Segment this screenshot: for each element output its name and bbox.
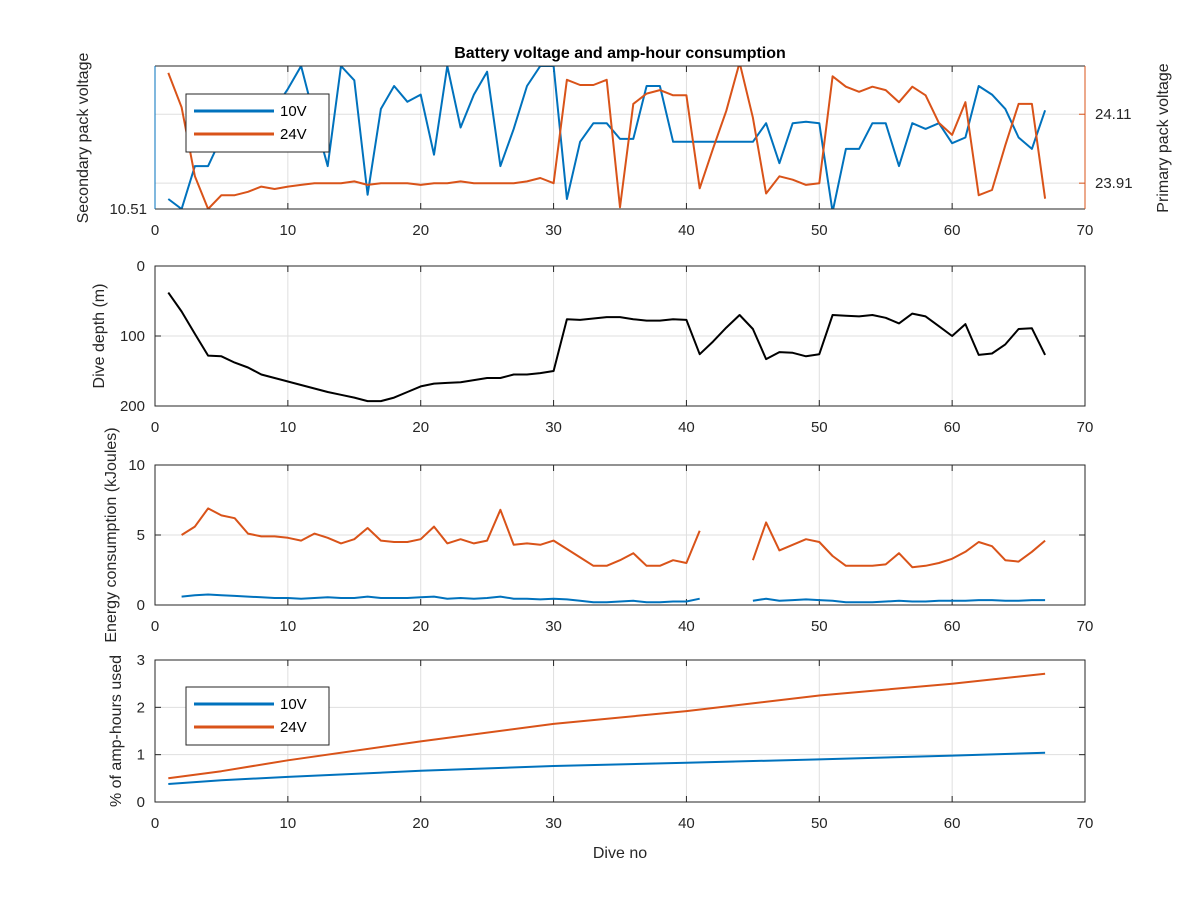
- x-tick-label: 0: [151, 618, 159, 635]
- secondary-voltage-ylabel: Secondary pack voltage: [75, 53, 92, 224]
- x-tick-label: 10: [280, 419, 297, 436]
- legend-entry: 10V: [280, 696, 307, 713]
- voltage-subplot: 0 10 20 30 40 50 60 70 23.91 24.11 10.51 10V 24V: [109, 65, 1133, 239]
- x-tick-label: 20: [412, 222, 429, 239]
- x-tick-label: 40: [678, 419, 695, 436]
- x-tick-label: 70: [1077, 815, 1094, 832]
- x-tick-label: 70: [1077, 419, 1094, 436]
- y-left-tick-label: 10.51: [109, 201, 147, 218]
- y-tick-label: 5: [137, 527, 145, 544]
- x-tick-label: 60: [944, 618, 961, 635]
- series-line-10V: [168, 751, 1046, 785]
- series-line-24V: [168, 672, 1046, 780]
- x-tick-label: 40: [678, 222, 695, 239]
- depth-subplot: 0 10 20 30 40 50 60 70 0 100 200: [120, 258, 1093, 436]
- legend-box: [185, 686, 330, 746]
- chart-title: Battery voltage and amp-hour consumption: [454, 45, 786, 62]
- amphours-subplot: 0 10 20 30 40 50 60 70 0 1 2 3 10V 24V: [137, 652, 1094, 832]
- axes-frame: [154, 659, 1086, 803]
- y-tick-label: 2: [137, 699, 145, 716]
- amphours-ylabel: % of amp-hours used: [108, 655, 125, 807]
- y-tick-label: 3: [137, 652, 145, 669]
- x-tick-label: 10: [280, 222, 297, 239]
- x-tick-label: 30: [545, 618, 562, 635]
- y-tick-label: 0: [137, 597, 145, 614]
- x-tick-label: 60: [944, 222, 961, 239]
- series-line-s1: [181, 593, 1046, 604]
- y-right-tick-label: 23.91: [1095, 175, 1133, 192]
- x-tick-label: 30: [545, 419, 562, 436]
- series-line-s0: [167, 292, 1046, 403]
- legend-entry: 24V: [280, 126, 307, 143]
- x-tick-label: 0: [151, 222, 159, 239]
- x-tick-label: 70: [1077, 222, 1094, 239]
- x-tick-label: 20: [412, 419, 429, 436]
- x-tick-label: 0: [151, 815, 159, 832]
- legend-entry: 24V: [280, 719, 307, 736]
- y-tick-label: 0: [137, 258, 145, 275]
- series-line-s0: [181, 507, 1046, 569]
- x-tick-label: 50: [811, 419, 828, 436]
- energy-ylabel: Energy consumption (kJoules): [103, 427, 120, 642]
- x-tick-label: 10: [280, 815, 297, 832]
- legend-entry: 10V: [280, 103, 307, 120]
- x-tick-label: 40: [678, 618, 695, 635]
- y-tick-label: 200: [120, 398, 145, 415]
- x-tick-label: 30: [545, 222, 562, 239]
- x-tick-label: 30: [545, 815, 562, 832]
- y-tick-label: 100: [120, 328, 145, 345]
- series-line-24V: [167, 66, 1047, 209]
- x-tick-label: 50: [811, 222, 828, 239]
- dive-no-xlabel: Dive no: [593, 845, 647, 862]
- y-tick-label: 1: [137, 747, 145, 764]
- y-tick-label: 10: [128, 457, 145, 474]
- y-tick-label: 0: [137, 794, 145, 811]
- x-tick-label: 20: [412, 618, 429, 635]
- x-tick-label: 50: [811, 618, 828, 635]
- primary-voltage-ylabel: Primary pack voltage: [1155, 63, 1172, 212]
- x-tick-label: 10: [280, 618, 297, 635]
- x-tick-label: 0: [151, 419, 159, 436]
- x-tick-label: 20: [412, 815, 429, 832]
- axes-frame: [154, 265, 1086, 407]
- y-right-tick-label: 24.11: [1095, 106, 1131, 123]
- x-tick-label: 60: [944, 419, 961, 436]
- x-tick-label: 50: [811, 815, 828, 832]
- depth-ylabel: Dive depth (m): [91, 284, 108, 389]
- x-tick-label: 40: [678, 815, 695, 832]
- energy-subplot: 0 10 20 30 40 50 60 70 0 5 10: [128, 457, 1093, 635]
- legend-box: [185, 93, 330, 153]
- x-tick-label: 70: [1077, 618, 1094, 635]
- x-tick-label: 60: [944, 815, 961, 832]
- axes-frame: [154, 464, 1086, 606]
